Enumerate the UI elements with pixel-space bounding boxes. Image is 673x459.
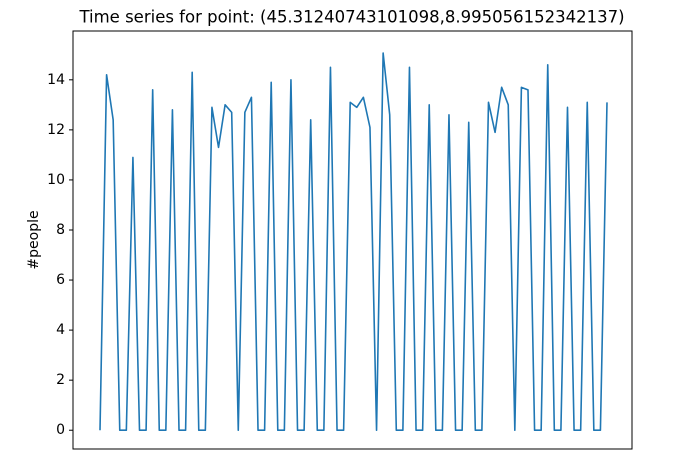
y-tick-label: 4: [56, 322, 65, 338]
plot-frame: [72, 30, 633, 450]
y-tick-label: 0: [56, 422, 65, 438]
y-axis-label: #people: [26, 210, 42, 269]
chart-title: Time series for point: (45.3124074310109…: [78, 8, 624, 27]
y-tick-label: 2: [56, 372, 65, 388]
y-tick-label: 8: [56, 222, 65, 238]
y-tick-label: 10: [47, 172, 65, 188]
y-tick-label: 14: [47, 72, 65, 88]
y-tick-label: 6: [56, 272, 65, 288]
line-series: [99, 52, 608, 432]
y-tick-label: 12: [47, 122, 65, 138]
